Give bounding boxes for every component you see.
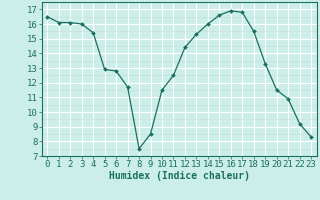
X-axis label: Humidex (Indice chaleur): Humidex (Indice chaleur) [109,171,250,181]
